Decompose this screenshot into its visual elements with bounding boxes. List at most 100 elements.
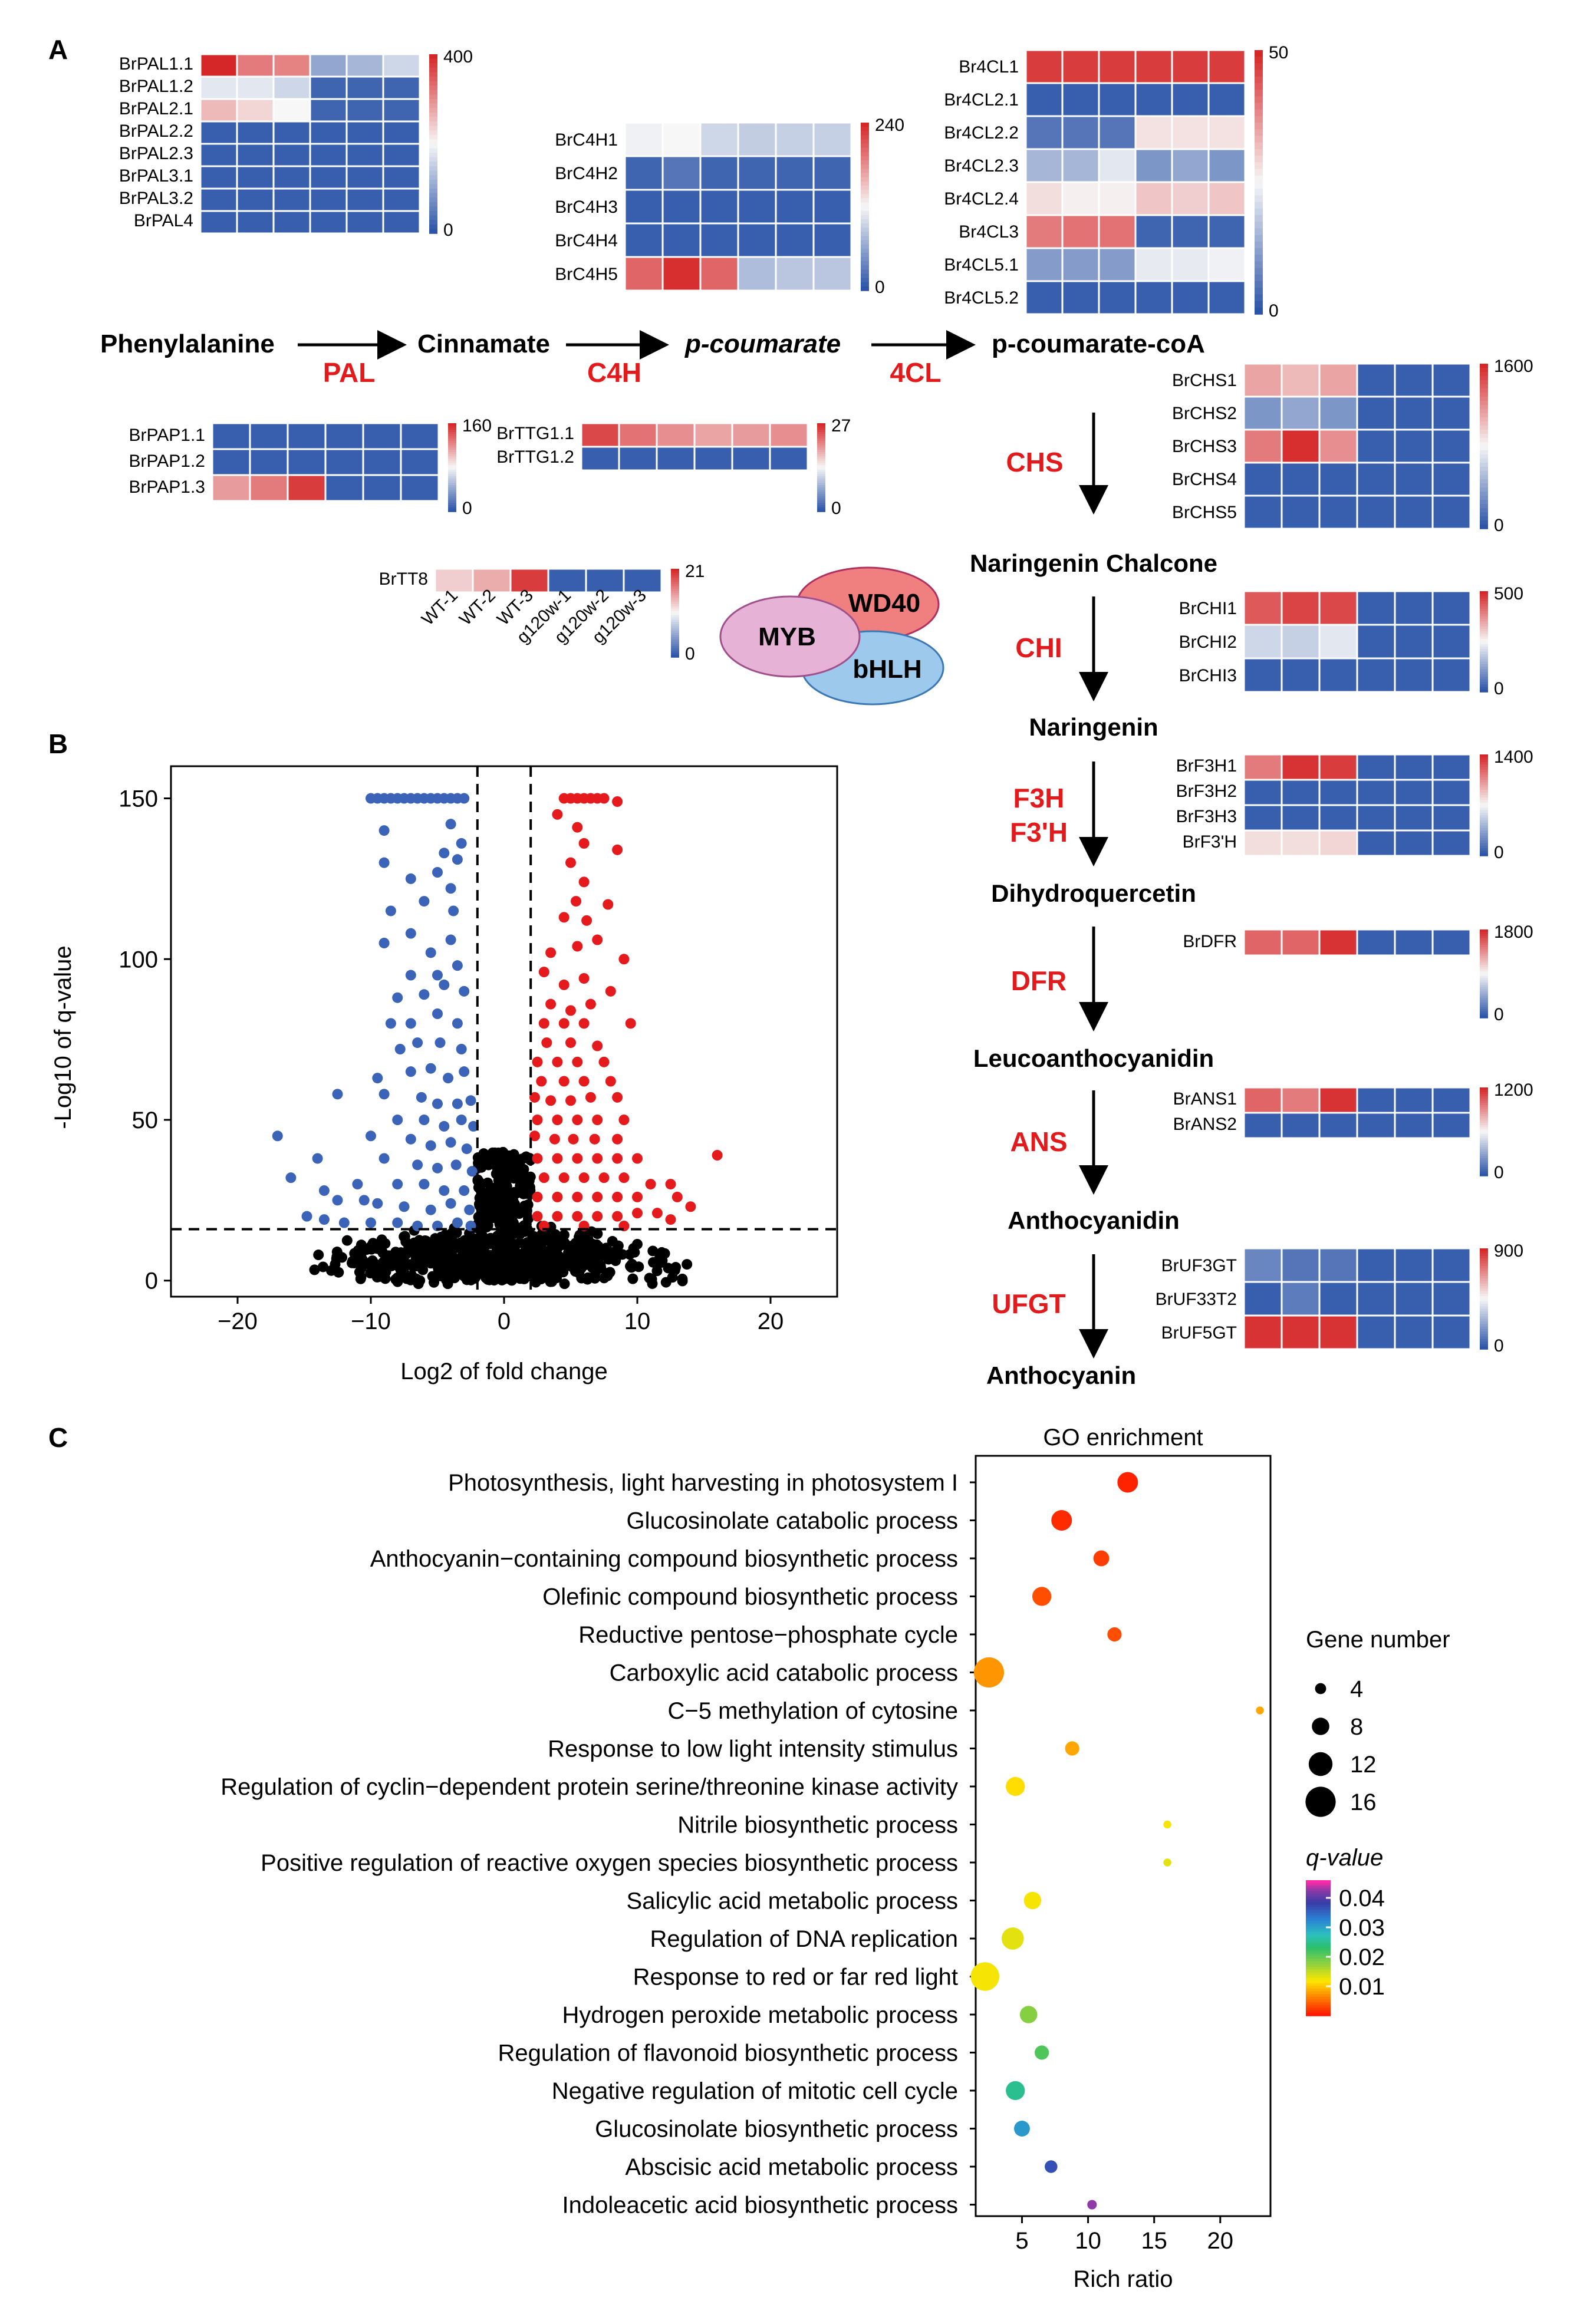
colorbar-step [817, 450, 825, 453]
colorbar-step [1480, 947, 1488, 950]
size-legend-label: 8 [1350, 1714, 1363, 1740]
point-ns [413, 1278, 424, 1290]
volcano-axes: −20 −10 0 10 20 0 50 100 150 [119, 766, 837, 1334]
colorbar-step [429, 197, 437, 203]
heat-cell [1318, 657, 1358, 693]
colorbar-step [1480, 1308, 1488, 1312]
colorbar-min: 0 [462, 499, 472, 518]
colorbar-step [1480, 492, 1488, 496]
color-legend-step [1306, 1931, 1331, 1935]
colorbar-step [1480, 413, 1488, 418]
colorbar-step [671, 573, 679, 576]
color-legend-step [1306, 1942, 1331, 1946]
colorbar-step [861, 261, 869, 266]
color-legend-step [1306, 1923, 1331, 1927]
point-down [456, 838, 467, 849]
colorbar-step [1480, 1165, 1488, 1168]
colorbar-step [1480, 657, 1488, 660]
colorbar-step [1480, 769, 1488, 773]
point-ns [317, 1261, 328, 1273]
colorbar-step [1480, 1160, 1488, 1163]
heatmaps-layer: BrPAL1.1 BrPAL1.2 BrPAL2.1 BrPAL2.2 BrPAL2.3… [119, 43, 1533, 1356]
colorbar-step [1480, 815, 1488, 819]
colorbar-step [1255, 202, 1263, 209]
heat-cell [1318, 624, 1358, 660]
colorbar-step [1480, 1087, 1488, 1090]
heat-cell [1134, 82, 1173, 117]
heatmap-c4h: BrC4H1 BrC4H2 BrC4H3 BrC4H4 BrC4H5 240 0 [555, 116, 904, 297]
heat-cell [1243, 1112, 1283, 1139]
colorbar-step [448, 469, 456, 473]
volcano-ylabel: -Log10 of q-value [50, 945, 76, 1129]
heat-cell [400, 474, 440, 502]
colorbar-step [448, 465, 456, 468]
heat-cell [1431, 779, 1472, 806]
point-ns [503, 1150, 515, 1161]
colorbar-step [817, 423, 825, 426]
point-ns [647, 1245, 659, 1257]
colorbar-step [1480, 1283, 1488, 1287]
point-up [592, 1115, 603, 1125]
point-down [285, 1172, 297, 1184]
colorbar-step [671, 635, 679, 638]
colorbar-step [1480, 608, 1488, 612]
colorbar-step [1480, 512, 1488, 517]
point-up [618, 1115, 630, 1125]
heat-cell [345, 53, 384, 78]
go-point [1051, 1510, 1072, 1531]
colorbar-step [817, 441, 825, 444]
colorbar-step [1480, 669, 1488, 673]
colorbar-step [671, 631, 679, 634]
colorbar-step [1480, 1341, 1488, 1345]
colorbar-step [429, 189, 437, 194]
colorbar-step [861, 240, 869, 245]
colorbar-step [1480, 631, 1488, 635]
colorbar-step [1480, 1288, 1488, 1292]
colorbar-step [1480, 998, 1488, 1001]
heatmap-tt8: BrTT8 21 0 [379, 562, 705, 664]
colorbar-step [1255, 248, 1263, 255]
colorbar-step [861, 223, 869, 228]
colorbar-step [1480, 376, 1488, 381]
colorbar-step [817, 432, 825, 435]
heat-cell [236, 187, 275, 212]
heat-cell [1098, 148, 1137, 183]
colorbar-step [671, 615, 679, 618]
compound-anthocyanidin: Anthocyanidin [1008, 1206, 1180, 1234]
colorbar-step [817, 474, 825, 477]
point-down [456, 1044, 467, 1054]
colorbar-step [1480, 980, 1488, 983]
heat-cell [1356, 779, 1396, 806]
heat-cell [1431, 461, 1472, 497]
point-up [565, 1037, 576, 1049]
x-tick-label: −20 [218, 1308, 258, 1334]
heatmap-pap: BrPAP1.1 BrPAP1.2 BrPAP1.3 160 0 [129, 416, 492, 518]
colorbar-step [1480, 636, 1488, 640]
colorbar-step [1480, 604, 1488, 607]
colorbar-step [448, 494, 456, 497]
colorbar-step [429, 130, 437, 136]
colorbar-step [1480, 1258, 1488, 1262]
heat-cell [199, 98, 238, 123]
heat-cell [1098, 181, 1137, 216]
heat-cell [1061, 148, 1100, 183]
gene-label: BrCHS3 [1172, 437, 1237, 456]
colorbar-step [448, 500, 456, 503]
point-ns [563, 1247, 574, 1258]
colorbar-step [1480, 525, 1488, 529]
colorbar-step [1480, 782, 1488, 786]
enzyme-c4h: C4H [587, 357, 641, 388]
point-ns [450, 1263, 462, 1274]
color-legend-step [1306, 1983, 1331, 1987]
colorbar-step [671, 646, 679, 649]
go-point [1107, 1627, 1122, 1642]
go-point [973, 1657, 1005, 1688]
point-down [452, 1217, 463, 1228]
heat-cell [1356, 657, 1396, 693]
colorbar-max: 1800 [1494, 922, 1533, 942]
colorbar-step [448, 423, 456, 426]
point-ns [502, 1265, 513, 1277]
colorbar-step [817, 469, 825, 473]
colorbar-step [817, 456, 825, 459]
colorbar-step [1480, 1321, 1488, 1325]
